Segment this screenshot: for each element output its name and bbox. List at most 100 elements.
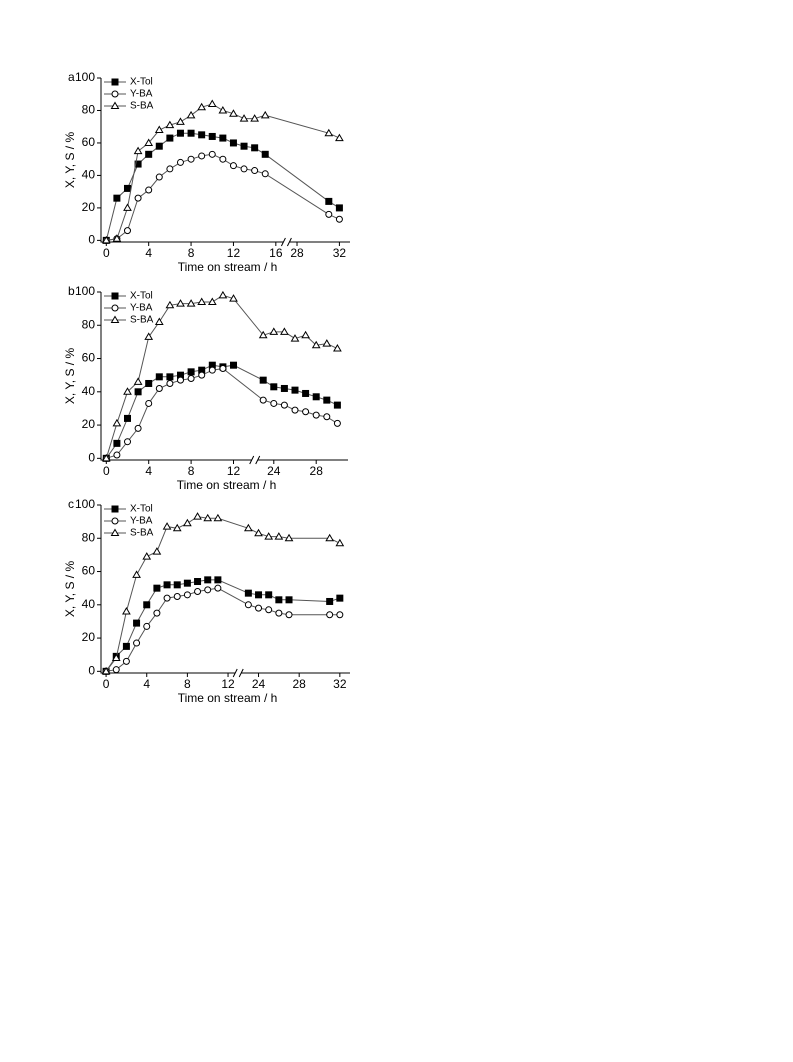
marker bbox=[333, 419, 341, 427]
y-tick-label: 40 bbox=[82, 168, 96, 182]
marker bbox=[172, 523, 182, 532]
marker bbox=[335, 538, 345, 547]
marker bbox=[122, 642, 130, 650]
marker bbox=[133, 639, 141, 647]
y-tick-label: 60 bbox=[82, 135, 96, 149]
marker bbox=[134, 424, 142, 432]
x-tick-label: 12 bbox=[227, 246, 241, 260]
marker bbox=[152, 547, 162, 555]
marker bbox=[176, 129, 184, 137]
marker bbox=[198, 371, 206, 379]
x-axis-label: Time on stream / h bbox=[177, 478, 277, 492]
panel-label: a bbox=[68, 70, 75, 84]
axis-break bbox=[232, 668, 244, 678]
marker bbox=[240, 142, 248, 150]
legend-label: Y-BA bbox=[130, 303, 153, 314]
marker bbox=[301, 330, 310, 339]
x-tick-label: 0 bbox=[103, 246, 110, 260]
x-tick-label: 0 bbox=[103, 464, 110, 478]
marker bbox=[264, 532, 274, 540]
legend-label: S-BA bbox=[130, 101, 154, 112]
marker bbox=[207, 297, 217, 305]
marker bbox=[112, 234, 122, 242]
marker bbox=[144, 332, 154, 340]
marker bbox=[239, 114, 249, 122]
marker bbox=[290, 334, 300, 342]
panel-label: c bbox=[68, 497, 74, 511]
marker bbox=[280, 384, 288, 392]
marker bbox=[187, 129, 195, 137]
marker bbox=[101, 666, 111, 675]
y-tick-label: 0 bbox=[88, 664, 95, 678]
x-tick-label: 16 bbox=[269, 246, 283, 260]
marker bbox=[218, 105, 228, 114]
y-axis-label: X, Y, S / % bbox=[63, 561, 77, 618]
axis-break bbox=[280, 237, 292, 247]
x-tick-label: 8 bbox=[188, 246, 195, 260]
marker bbox=[163, 594, 171, 602]
series-line bbox=[106, 103, 340, 241]
marker bbox=[176, 299, 185, 307]
legend-marker bbox=[111, 292, 119, 300]
marker bbox=[265, 606, 273, 614]
panel: c 0 20 40 60 80 100 0 4 8 12 24 28 32 Time on stream /… bbox=[63, 497, 350, 705]
marker bbox=[254, 528, 263, 537]
x-tick-label: 8 bbox=[188, 464, 195, 478]
marker bbox=[197, 297, 207, 305]
marker bbox=[265, 591, 273, 599]
marker bbox=[183, 579, 191, 587]
marker bbox=[258, 330, 268, 339]
marker bbox=[165, 300, 175, 309]
legend-marker bbox=[111, 90, 119, 98]
legend-label: S-BA bbox=[130, 315, 154, 326]
marker bbox=[255, 604, 263, 612]
marker bbox=[218, 290, 228, 299]
marker bbox=[311, 340, 321, 349]
marker bbox=[186, 110, 196, 119]
legend-marker bbox=[111, 78, 119, 86]
marker bbox=[101, 453, 111, 462]
marker bbox=[261, 170, 269, 178]
marker bbox=[124, 438, 132, 446]
marker bbox=[133, 146, 143, 155]
marker bbox=[187, 374, 195, 382]
marker bbox=[219, 155, 227, 163]
axis-frame bbox=[100, 505, 350, 674]
marker bbox=[284, 533, 294, 542]
marker bbox=[198, 152, 206, 160]
marker bbox=[324, 128, 334, 137]
marker bbox=[285, 611, 293, 619]
marker bbox=[177, 376, 185, 384]
y-tick-label: 0 bbox=[88, 451, 95, 465]
y-tick-label: 60 bbox=[82, 351, 96, 365]
marker bbox=[275, 596, 283, 604]
marker bbox=[134, 194, 142, 202]
marker bbox=[251, 144, 259, 152]
marker bbox=[322, 339, 332, 347]
marker bbox=[323, 396, 331, 404]
marker bbox=[183, 591, 191, 599]
marker bbox=[335, 133, 344, 142]
marker bbox=[197, 102, 207, 111]
panel: b 0 20 40 60 80 100 0 4 8 12 24 28 Time on stream / h… bbox=[63, 284, 348, 492]
marker bbox=[285, 596, 293, 604]
marker bbox=[261, 150, 269, 158]
marker bbox=[173, 581, 181, 589]
marker bbox=[176, 117, 185, 125]
marker bbox=[255, 591, 263, 599]
legend-marker bbox=[111, 304, 119, 312]
y-tick-label: 80 bbox=[82, 103, 96, 117]
y-tick-label: 0 bbox=[88, 233, 95, 247]
marker bbox=[323, 413, 331, 421]
marker bbox=[101, 235, 111, 244]
marker bbox=[145, 150, 153, 158]
marker bbox=[326, 597, 334, 605]
marker bbox=[112, 418, 122, 427]
legend-marker bbox=[110, 101, 120, 109]
marker bbox=[163, 581, 171, 589]
y-axis-label: X, Y, S / % bbox=[63, 132, 77, 189]
marker bbox=[194, 578, 202, 586]
marker bbox=[203, 513, 213, 522]
panel-label: b bbox=[68, 284, 75, 298]
marker bbox=[162, 522, 172, 530]
